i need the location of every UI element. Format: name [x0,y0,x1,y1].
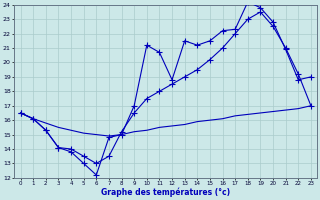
X-axis label: Graphe des températures (°c): Graphe des températures (°c) [101,188,230,197]
